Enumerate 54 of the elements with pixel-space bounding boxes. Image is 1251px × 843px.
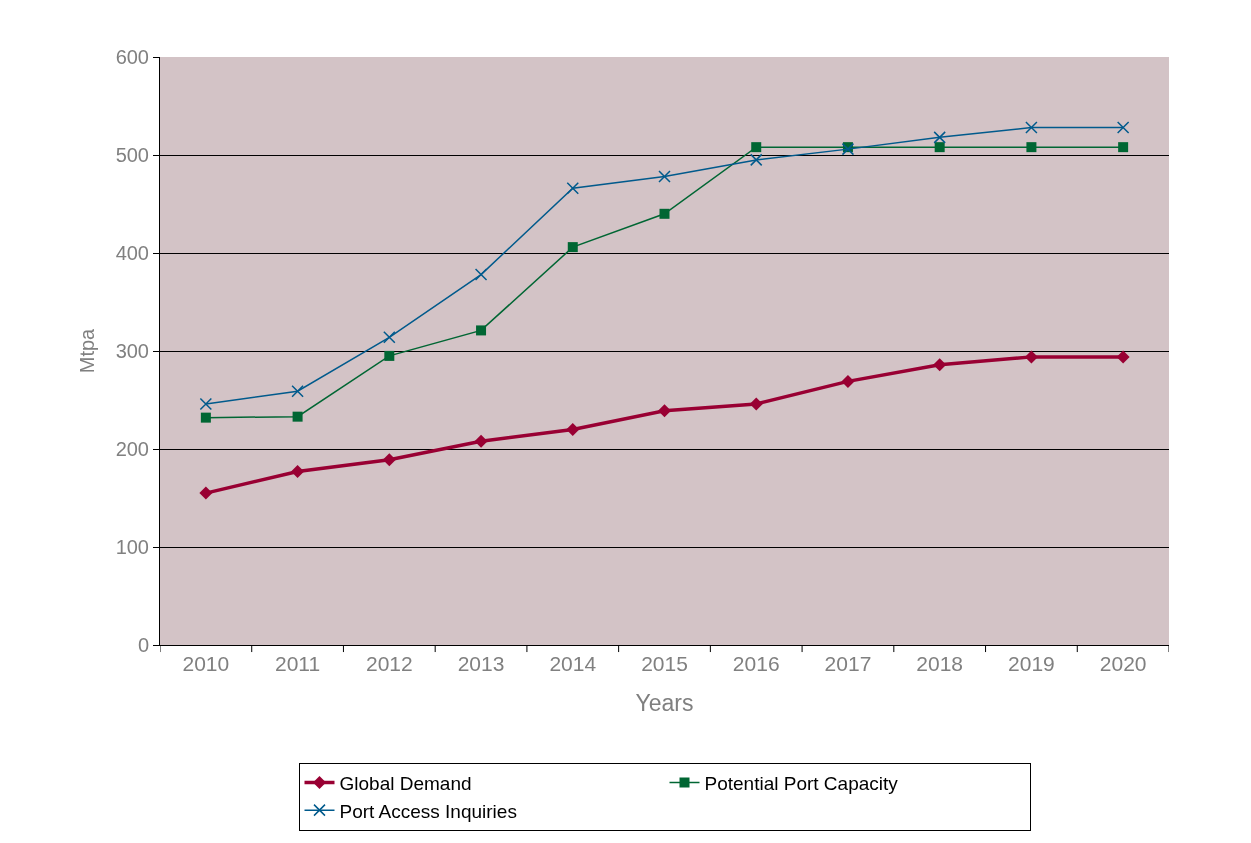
point bbox=[199, 486, 213, 500]
point bbox=[567, 242, 578, 253]
y-tick-label: 0 bbox=[137, 634, 149, 656]
x-tick-label: 2019 bbox=[1008, 652, 1055, 676]
point bbox=[382, 453, 396, 467]
y-tick-label: 300 bbox=[115, 340, 149, 362]
point bbox=[749, 153, 763, 167]
point bbox=[933, 358, 947, 372]
x-tick-label: 2011 bbox=[275, 652, 321, 676]
point bbox=[658, 170, 671, 183]
point bbox=[200, 412, 211, 423]
point bbox=[292, 411, 303, 422]
point bbox=[1026, 142, 1037, 153]
point bbox=[1118, 142, 1129, 153]
point bbox=[1025, 121, 1038, 134]
point bbox=[474, 268, 488, 281]
x-tick-label: 2018 bbox=[916, 652, 964, 676]
point bbox=[199, 397, 213, 411]
point bbox=[291, 384, 304, 398]
x-tick-label: 2016 bbox=[732, 652, 780, 676]
legend-label: Potential Port Capacity bbox=[704, 772, 899, 794]
y-tick-label: 500 bbox=[115, 144, 149, 166]
x-tick-label: 2020 bbox=[1099, 652, 1147, 676]
y-axis-title: Mtpa bbox=[76, 327, 99, 374]
y-tick-label: 600 bbox=[115, 46, 149, 68]
point bbox=[658, 404, 671, 418]
point bbox=[566, 422, 580, 436]
y-tick-label: 100 bbox=[115, 536, 149, 558]
legend-label: Port Access Inquiries bbox=[339, 800, 517, 822]
point bbox=[749, 397, 763, 411]
x-tick-label: 2010 bbox=[182, 652, 230, 676]
point bbox=[1116, 121, 1130, 134]
point bbox=[384, 350, 395, 361]
point bbox=[383, 331, 396, 344]
point bbox=[291, 465, 305, 479]
x-tick-label: 2014 bbox=[549, 652, 597, 676]
x-tick-label: 2017 bbox=[824, 652, 872, 676]
y-tick-label: 400 bbox=[115, 242, 149, 264]
point bbox=[1024, 350, 1038, 364]
point bbox=[476, 325, 487, 336]
point bbox=[933, 131, 946, 144]
x-tick-label: 2013 bbox=[457, 652, 505, 676]
point bbox=[566, 182, 580, 195]
point bbox=[841, 374, 855, 388]
x-tick-label: 2015 bbox=[641, 652, 688, 676]
point bbox=[474, 434, 488, 448]
point bbox=[1116, 350, 1130, 364]
y-tick-label: 200 bbox=[115, 438, 149, 460]
x-axis-title: Years bbox=[635, 689, 694, 716]
point bbox=[659, 208, 670, 219]
point bbox=[751, 142, 762, 153]
x-tick-label: 2012 bbox=[365, 652, 413, 676]
legend-label: Global Demand bbox=[339, 772, 472, 794]
point bbox=[934, 142, 945, 153]
